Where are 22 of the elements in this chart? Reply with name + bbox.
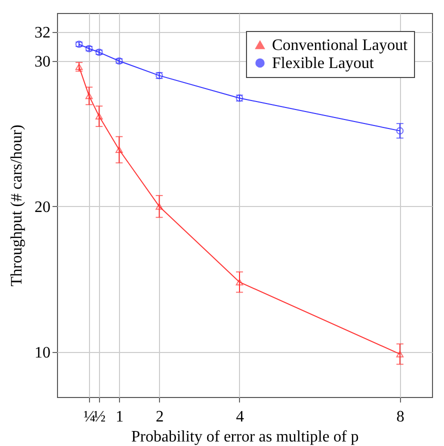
x-tick-label: 1 [116, 408, 124, 426]
y-tick-label: 32 [34, 24, 50, 42]
x-axis-title: Probability of error as multiple of p [131, 428, 359, 446]
legend-label: Conventional Layout [272, 37, 408, 54]
point [396, 350, 404, 358]
point [75, 64, 83, 70]
y-tick-label: 20 [34, 198, 50, 216]
point [95, 113, 103, 120]
x-tick-label: ¼ [84, 408, 96, 426]
point [85, 92, 93, 100]
point [156, 203, 163, 210]
x-tick-label: 4 [236, 408, 244, 426]
legend-label: Flexible Layout [272, 55, 374, 72]
x-tick-label: 2 [156, 408, 164, 426]
x-tick-label: ½ [94, 408, 106, 426]
point [396, 127, 404, 134]
point [236, 278, 244, 286]
y-tick-label: 10 [34, 344, 50, 362]
point [116, 146, 123, 153]
y-axis-title: Throughput (# cars/hour) [8, 124, 26, 286]
x-tick-label: 8 [396, 408, 404, 426]
y-tick-label: 30 [34, 54, 50, 70]
